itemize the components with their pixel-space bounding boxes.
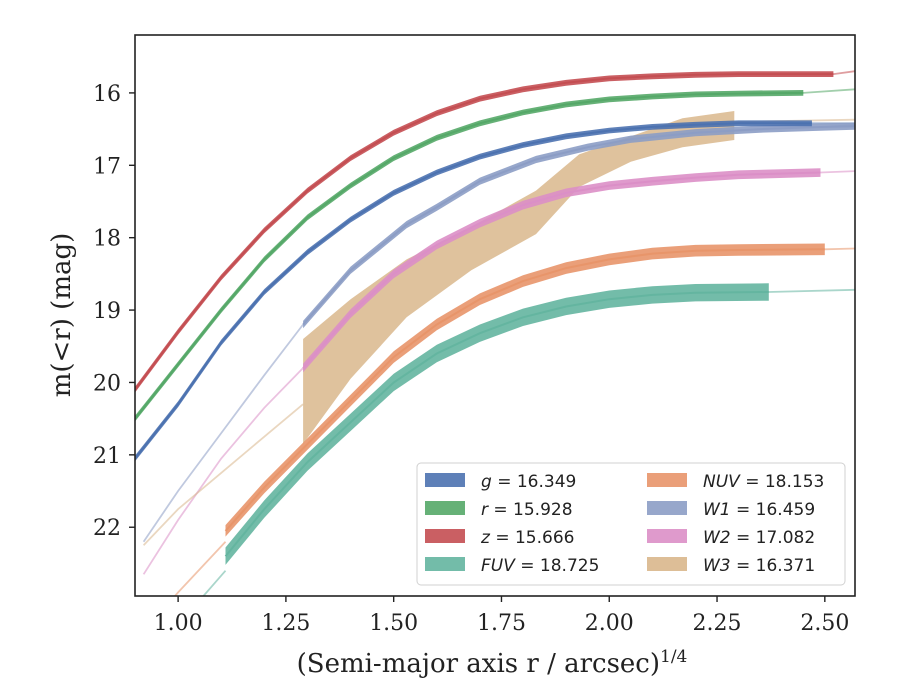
legend-label-w2: W2 = 17.082 xyxy=(703,528,815,548)
x-axis: 1.00 1.25 1.50 1.75 2.00 2.25 2.50 xyxy=(154,596,849,636)
y-tick-label: 21 xyxy=(93,444,121,469)
x-tick-label: 2.25 xyxy=(693,611,742,636)
x-tick-label: 1.00 xyxy=(154,611,203,636)
series-extension-left-6 xyxy=(142,367,304,575)
legend-label-w3: W3 = 16.371 xyxy=(703,556,815,576)
legend-label-nuv: NUV = 18.153 xyxy=(703,472,824,492)
series-line-nuv xyxy=(224,248,825,532)
y-tick-label: 22 xyxy=(93,516,121,541)
legend-swatch-w3 xyxy=(647,557,687,571)
y-axis: 16 17 18 19 20 21 22 xyxy=(93,82,135,541)
x-axis-title-superscript: 1/4 xyxy=(660,647,687,667)
x-axis-title: (Semi-major axis r / arcsec)1/4 xyxy=(297,647,688,679)
y-tick-label: 20 xyxy=(93,371,121,396)
legend-box xyxy=(416,462,846,586)
series-extension-right-4 xyxy=(824,247,855,251)
series-line-g xyxy=(135,122,812,460)
x-tick-label: 1.75 xyxy=(477,611,526,636)
legend-swatch-g xyxy=(425,473,465,487)
series-extension-left-1 xyxy=(803,88,855,94)
series-line-r xyxy=(135,91,804,420)
series-extension-right-6 xyxy=(820,170,855,174)
legend-label-w1: W1 = 16.459 xyxy=(703,500,815,520)
legend-label-z: z = 15.666 xyxy=(480,528,574,548)
legend-label-g: g = 16.349 xyxy=(481,472,576,492)
series-line-w2 xyxy=(302,171,821,369)
x-tick-label: 2.00 xyxy=(585,611,634,636)
series-line-z xyxy=(135,73,834,391)
x-tick-label: 1.25 xyxy=(261,611,310,636)
series-line-w1 xyxy=(302,125,855,326)
series-extension-right-3 xyxy=(768,288,855,293)
legend-swatch-fuv xyxy=(425,557,465,571)
legend-swatch-w2 xyxy=(647,529,687,543)
series-extension-left-5 xyxy=(142,323,304,543)
series-line-fuv xyxy=(224,291,769,557)
y-axis-title: m(<r) (mag) xyxy=(47,233,77,398)
series-extension-left-2 xyxy=(833,70,855,75)
series-extension-left-7 xyxy=(142,403,304,546)
x-tick-label: 2.50 xyxy=(800,611,849,636)
legend-swatch-w1 xyxy=(647,501,687,515)
legend-swatch-r xyxy=(425,501,465,515)
legend-label-r: r = 15.928 xyxy=(481,500,573,520)
legend-swatch-nuv xyxy=(647,473,687,487)
series-extension-left-3 xyxy=(202,570,227,596)
plot-frame xyxy=(134,34,856,597)
y-tick-label: 18 xyxy=(93,227,121,252)
series-layer xyxy=(135,71,855,565)
series-extension-left-4 xyxy=(173,541,227,596)
y-tick-label: 17 xyxy=(93,154,121,179)
y-tick-label: 16 xyxy=(93,82,121,107)
y-tick-label: 19 xyxy=(93,299,121,324)
legend-swatch-z xyxy=(425,529,465,543)
legend-label-fuv: FUV = 18.725 xyxy=(481,556,599,576)
x-tick-label: 1.50 xyxy=(369,611,418,636)
legend: g = 16.349 r = 15.928 z = 15.666 FUV = 18.7… xyxy=(416,462,846,586)
